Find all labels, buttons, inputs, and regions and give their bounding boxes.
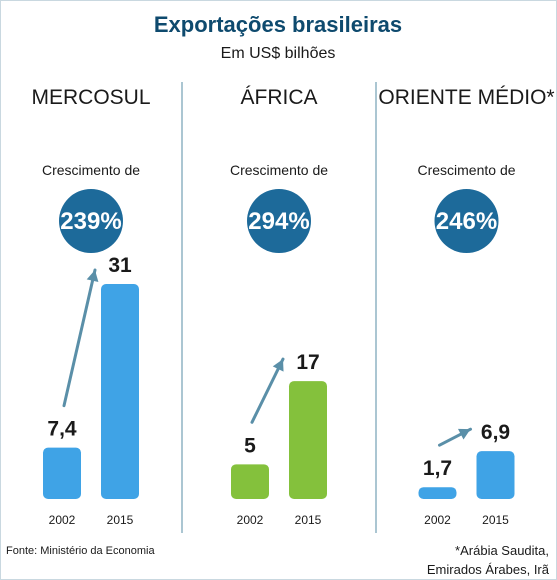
- year-label-oriente-medio-2015: 2015: [482, 513, 509, 527]
- year-label-mercosul-2002: 2002: [49, 513, 76, 527]
- region-title-oriente-medio: ORIENTE MÉDIO*: [378, 86, 554, 109]
- bar-value-mercosul-2002: 7,4: [47, 418, 77, 441]
- panel-oriente-medio: ORIENTE MÉDIO* Crescimento de 246% 1,7 2002 6…: [378, 86, 554, 527]
- growth-arrow-africa: [250, 357, 285, 424]
- bar-value-africa-2015: 17: [296, 351, 319, 374]
- bar-africa-2015: [289, 381, 327, 499]
- bar-oriente-medio-2002: [418, 487, 457, 499]
- bar-value-africa-2002: 5: [244, 434, 256, 457]
- source-note: Fonte: Ministério da Economia: [6, 545, 155, 557]
- growth-label-africa: Crescimento de: [230, 162, 328, 178]
- growth-circle-oriente-medio: [434, 189, 499, 253]
- bar-mercosul-2015: [101, 284, 139, 499]
- growth-circle-mercosul: [59, 189, 123, 253]
- bar-value-mercosul-2015: 31: [108, 254, 132, 277]
- chart-title: Exportações brasileiras: [154, 12, 402, 37]
- growth-value-africa: 294%: [248, 208, 309, 235]
- year-label-africa-2002: 2002: [237, 513, 264, 527]
- panel-mercosul: MERCOSUL Crescimento de 239% 7,4 2002 31 2015: [31, 86, 150, 527]
- footnote-line-1: *Arábia Saudita,: [455, 543, 549, 558]
- year-label-africa-2015: 2015: [295, 513, 322, 527]
- growth-label-oriente-medio: Crescimento de: [417, 162, 515, 178]
- year-label-oriente-medio-2002: 2002: [424, 513, 451, 527]
- bar-value-oriente-medio-2002: 1,7: [423, 457, 452, 480]
- bar-africa-2002: [231, 464, 269, 499]
- growth-label-mercosul: Crescimento de: [42, 162, 140, 178]
- growth-circle-africa: [247, 189, 311, 253]
- growth-arrowhead-mercosul: [86, 270, 99, 283]
- chart-subtitle: Em US$ bilhões: [221, 45, 336, 62]
- growth-value-mercosul: 239%: [60, 208, 121, 235]
- panel-africa: ÁFRICA Crescimento de 294% 5 2002 17 2015: [230, 86, 328, 527]
- bar-oriente-medio-2015: [476, 451, 515, 499]
- region-title-mercosul: MERCOSUL: [31, 86, 150, 109]
- footnote-line-2: Emirados Árabes, Irã: [427, 562, 550, 577]
- growth-value-oriente-medio: 246%: [436, 208, 497, 235]
- bar-mercosul-2002: [43, 447, 81, 499]
- year-label-mercosul-2015: 2015: [107, 513, 134, 527]
- bar-value-oriente-medio-2015: 6,9: [481, 421, 510, 444]
- growth-arrow-mercosul: [62, 268, 97, 408]
- region-title-africa: ÁFRICA: [240, 86, 317, 109]
- growth-arrowhead-africa: [272, 359, 284, 372]
- growth-arrowhead-oriente-medio: [457, 428, 471, 440]
